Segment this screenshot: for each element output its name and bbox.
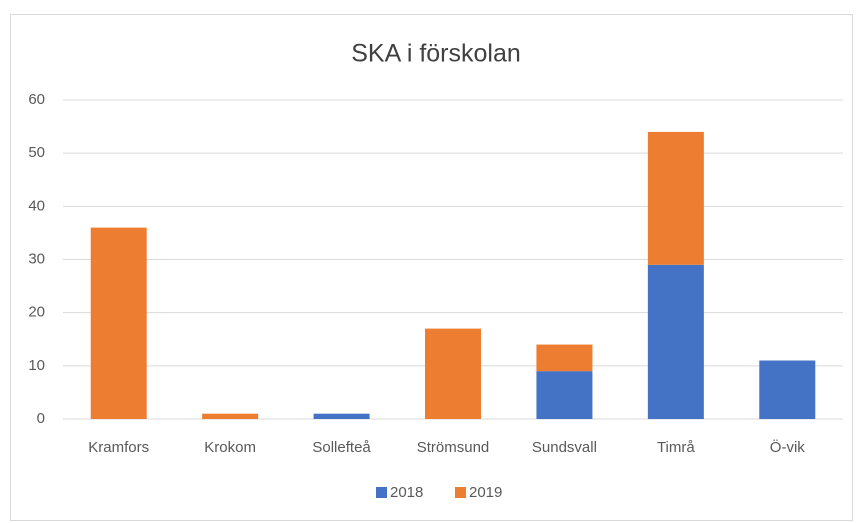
- legend-label: 2019: [469, 484, 502, 501]
- x-tick-label: Ö-vik: [770, 438, 805, 456]
- legend-label: 2018: [390, 484, 423, 501]
- legend-swatch: [376, 487, 387, 498]
- x-tick-label: Sollefteå: [312, 439, 371, 456]
- bar-segment: [647, 264, 704, 419]
- x-tick-label: Sundsvall: [532, 439, 597, 456]
- y-tick-label: 40: [28, 197, 45, 214]
- y-tick-label: 50: [28, 144, 45, 161]
- bar-segment: [759, 360, 816, 419]
- y-tick-label: 30: [28, 250, 45, 267]
- bar-segment: [313, 413, 370, 419]
- bar-segment: [536, 344, 593, 372]
- chart-title: SKA i förskolan: [351, 40, 521, 68]
- legend-swatch: [455, 487, 466, 498]
- bar-segment: [647, 131, 704, 265]
- bar-segment: [425, 328, 481, 419]
- x-tick-label: Kramfors: [88, 439, 149, 456]
- y-tick-label: 60: [28, 91, 45, 108]
- y-tick-label: 10: [28, 357, 45, 374]
- chart-border: [10, 14, 853, 521]
- x-tick-label: Krokom: [204, 439, 256, 456]
- bar-segment: [90, 227, 147, 419]
- bar-segment: [202, 413, 259, 419]
- x-tick-label: Strömsund: [417, 439, 490, 456]
- bar-segment: [536, 371, 593, 419]
- y-tick-label: 0: [37, 410, 45, 427]
- y-tick-label: 20: [28, 304, 45, 321]
- x-tick-label: Timrå: [657, 439, 695, 456]
